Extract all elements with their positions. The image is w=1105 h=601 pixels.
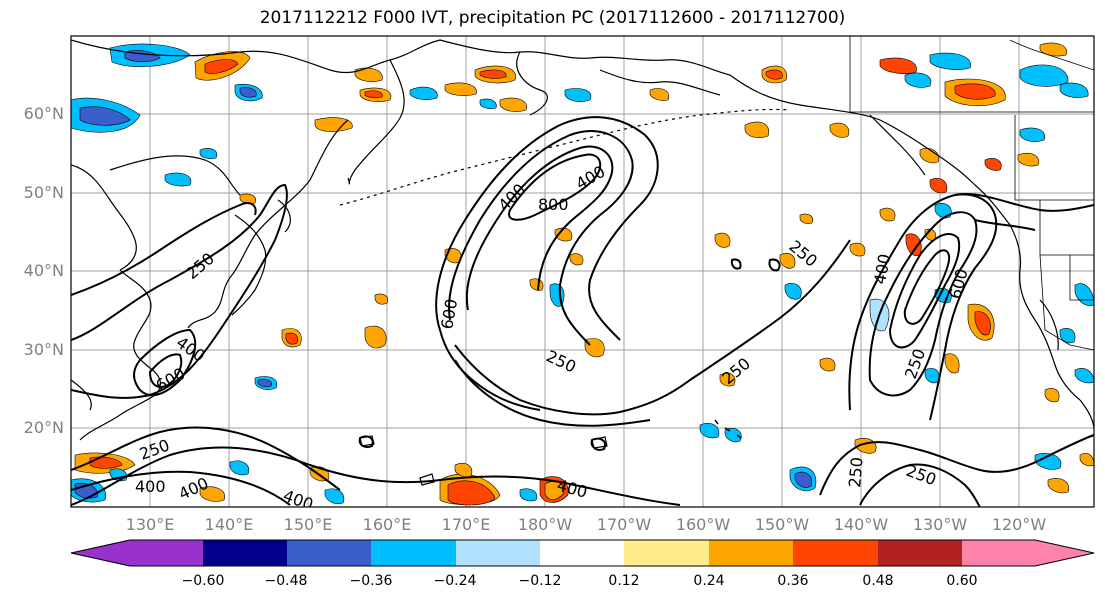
colorbar-tick: 0.60	[946, 573, 978, 589]
lon-label: 130°E	[125, 515, 175, 534]
lon-label: 160°W	[675, 515, 731, 534]
contour-label: 250	[845, 456, 867, 488]
lon-label: 150°E	[283, 515, 333, 534]
colorbar-extend-high	[1035, 540, 1094, 566]
lat-label: 50°N	[23, 183, 64, 202]
map-title: 2017112212 F000 IVT, precipitation PC (2…	[259, 8, 846, 28]
colorbar-segment	[456, 540, 540, 566]
contour-label: 800	[538, 195, 569, 214]
colorbar-segment	[962, 540, 1035, 566]
colorbar-segment	[878, 540, 962, 566]
lon-label: 150°W	[754, 515, 810, 534]
colorbar-tick: −0.60	[181, 573, 225, 589]
lon-label: 120°W	[991, 515, 1047, 534]
colorbar-segment	[793, 540, 878, 566]
lon-label: 130°W	[912, 515, 968, 534]
colorbar-segment	[130, 540, 203, 566]
lon-label: 170°E	[441, 515, 491, 534]
colorbar-tick: −0.48	[264, 573, 308, 589]
colorbar-tick: −0.12	[518, 573, 562, 589]
colorbar-tick: −0.24	[433, 573, 477, 589]
colorbar-segment	[371, 540, 456, 566]
lon-label: 160°E	[362, 515, 412, 534]
colorbar-segment	[709, 540, 793, 566]
lat-label: 60°N	[23, 104, 64, 123]
colorbar	[71, 540, 1094, 566]
lon-label: 140°E	[204, 515, 254, 534]
coastlines	[71, 36, 1094, 486]
lon-label: 140°W	[833, 515, 889, 534]
lat-label: 40°N	[23, 261, 64, 280]
ivt-contours	[71, 116, 1094, 507]
colorbar-tick: 0.24	[693, 573, 725, 589]
lat-label: 30°N	[23, 340, 64, 359]
lon-label: 180°W	[517, 515, 573, 534]
contour-label: 400	[135, 477, 166, 496]
colorbar-extend-low	[71, 540, 130, 566]
colorbar-tick: −0.36	[349, 573, 393, 589]
colorbar-segment	[287, 540, 371, 566]
colorbar-tick: 0.36	[777, 573, 809, 589]
colorbar-segment	[203, 540, 287, 566]
colorbar-segment	[624, 540, 709, 566]
colorbar-tick: 0.48	[862, 573, 894, 589]
lat-label: 20°N	[23, 418, 64, 437]
colorbar-segment	[540, 540, 624, 566]
colorbar-outline	[70, 539, 1095, 567]
lon-label: 170°W	[596, 515, 652, 534]
colorbar-tick: 0.12	[608, 573, 640, 589]
